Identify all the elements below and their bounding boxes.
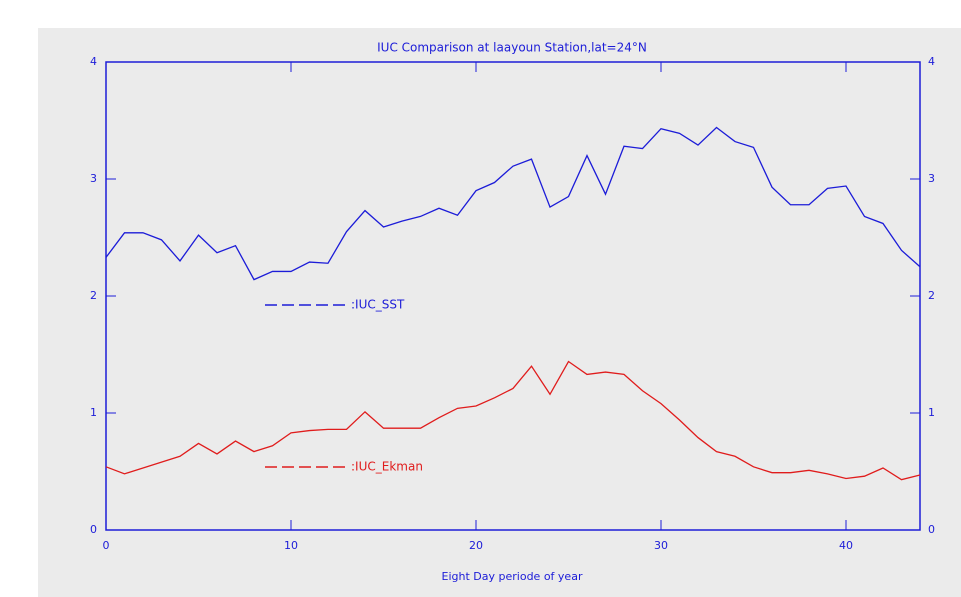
y-tick-label: 1 [90, 406, 97, 419]
background [38, 28, 961, 597]
legend-label: :IUC_Ekman [351, 460, 423, 474]
legend-label: :IUC_SST [351, 298, 405, 312]
y-tick-label-right: 1 [928, 406, 935, 419]
y-tick-label: 0 [90, 523, 97, 536]
x-tick-label: 30 [654, 539, 668, 552]
x-axis-label: Eight Day periode of year [442, 570, 583, 583]
series-line [105, 360, 921, 481]
x-tick-label: 10 [284, 539, 298, 552]
y-tick-label: 4 [90, 55, 97, 68]
y-tick-label-right: 3 [928, 172, 935, 185]
chart-title: IUC Comparison at laayoun Station,lat=24… [377, 41, 647, 55]
series-line [105, 126, 921, 281]
x-tick-label: 0 [103, 539, 110, 552]
y-tick-label-right: 2 [928, 289, 935, 302]
y-tick-label: 3 [90, 172, 97, 185]
y-tick-label-right: 4 [928, 55, 935, 68]
y-tick-label-right: 0 [928, 523, 935, 536]
x-tick-label: 40 [839, 539, 853, 552]
x-tick-label: 20 [469, 539, 483, 552]
y-tick-label: 2 [90, 289, 97, 302]
